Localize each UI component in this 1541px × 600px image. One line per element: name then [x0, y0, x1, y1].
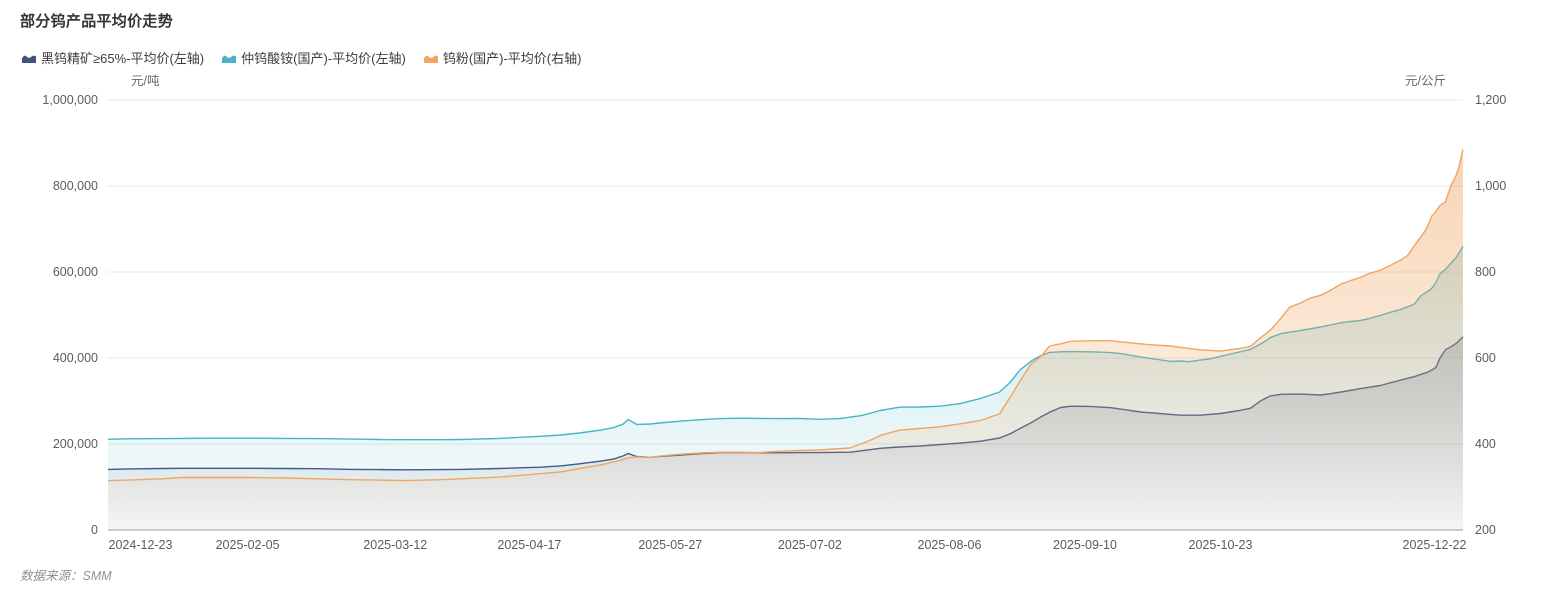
area-series-icon	[222, 55, 237, 63]
x-axis-label: 2025-12-22	[1403, 538, 1467, 552]
right-axis-unit-label: 元/公斤	[1405, 74, 1446, 88]
area-series-icon	[22, 55, 36, 63]
x-axis-label: 2025-07-02	[778, 538, 842, 552]
y-axis-left-label: 800,000	[53, 179, 98, 193]
x-axis-label: 2025-03-12	[363, 538, 427, 552]
y-axis-right-label: 1,000	[1475, 179, 1506, 193]
x-axis-label: 2025-10-23	[1189, 538, 1253, 552]
y-axis-left-label: 0	[91, 523, 98, 537]
y-axis-right-label: 200	[1475, 523, 1496, 537]
legend-label: 钨粉(国产)-平均价(右轴)	[442, 51, 582, 66]
x-axis-label: 2024-12-23	[109, 538, 173, 552]
page-title: 部分钨产品平均价走势	[20, 13, 174, 30]
y-axis-right-label: 1,200	[1475, 93, 1506, 107]
x-axis-label: 2025-04-17	[497, 538, 561, 552]
x-axis-label: 2025-08-06	[918, 538, 982, 552]
y-axis-right-label: 400	[1475, 437, 1496, 451]
x-axis-label: 2025-09-10	[1053, 538, 1117, 552]
y-axis-right-label: 600	[1475, 351, 1496, 365]
legend-item-1[interactable]: 仲钨酸铵(国产)-平均价(左轴)	[222, 48, 406, 67]
y-axis-left-label: 200,000	[53, 437, 98, 451]
y-axis-left-label: 600,000	[53, 265, 98, 279]
y-axis-left-label: 1,000,000	[42, 93, 98, 107]
y-axis-right-label: 800	[1475, 265, 1496, 279]
x-axis-label: 2025-05-27	[638, 538, 702, 552]
series-line-2	[107, 149, 1464, 482]
left-axis-unit-label: 元/吨	[131, 74, 160, 88]
legend: 黑钨精矿≥65%-平均价(左轴) 仲钨酸铵(国产)-平均价(左轴) 钨粉(国产)-平…	[22, 48, 581, 67]
legend-item-0[interactable]: 黑钨精矿≥65%-平均价(左轴)	[22, 48, 204, 67]
y-axis-left-label: 400,000	[53, 351, 98, 365]
series-area-2	[108, 149, 1463, 530]
legend-label: 仲钨酸铵(国产)-平均价(左轴)	[241, 51, 406, 66]
x-axis-label: 2025-02-05	[216, 538, 280, 552]
legend-label: 黑钨精矿≥65%-平均价(左轴)	[41, 51, 205, 66]
data-source-note: 数据来源：SMM	[20, 569, 112, 583]
legend-item-2[interactable]: 钨粉(国产)-平均价(右轴)	[423, 48, 582, 67]
area-series-icon	[423, 55, 438, 63]
